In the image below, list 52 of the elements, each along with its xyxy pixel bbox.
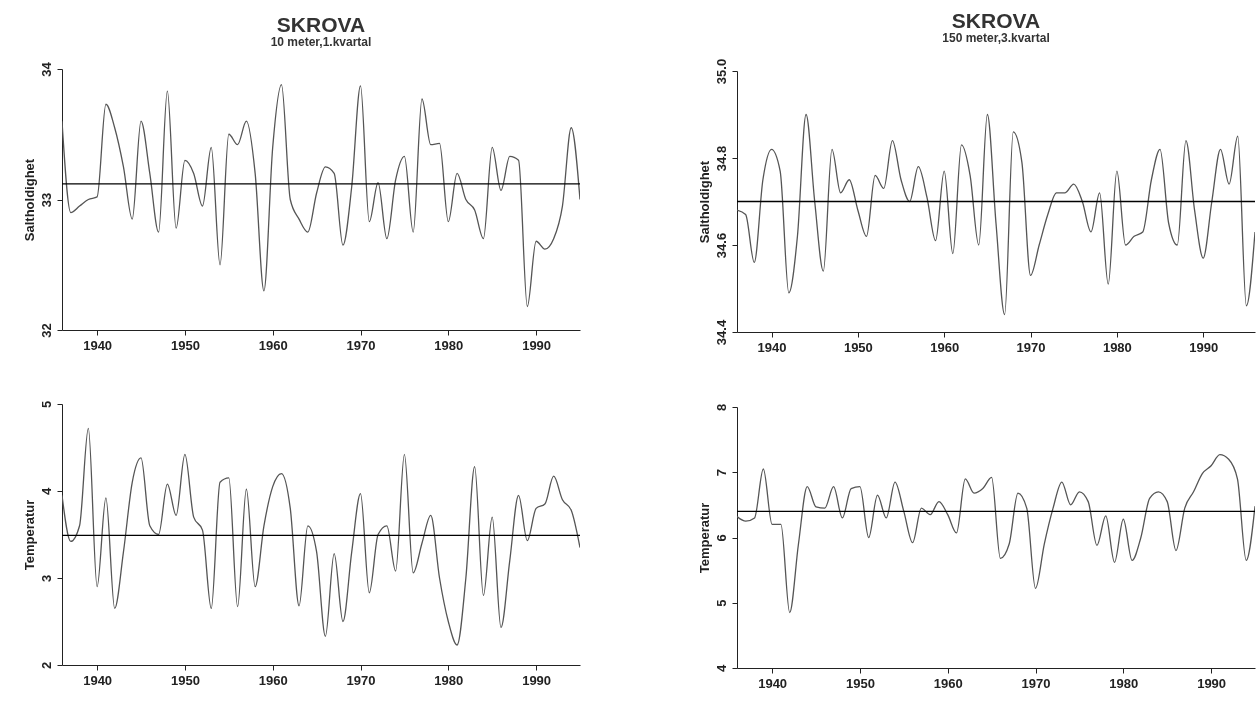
- x-tick-label: 1940: [757, 339, 787, 355]
- x-tick-label: 1970: [1021, 675, 1051, 691]
- x-tick-label: 1950: [170, 337, 200, 353]
- x-tick-label: 1970: [346, 672, 376, 688]
- y-tick-label: 34.8: [713, 145, 729, 172]
- y-tick-label: 34: [38, 61, 54, 77]
- x-tick-label: 1990: [1197, 675, 1227, 691]
- y-tick-label: 5: [38, 400, 54, 409]
- line-series: [737, 113, 1255, 316]
- x-tick-label: 1950: [170, 672, 200, 688]
- x-tick-label: 1950: [843, 339, 873, 355]
- chart-subtitle: 150 meter,3.kvartal: [942, 31, 1050, 46]
- y-tick-label: 6: [713, 534, 729, 542]
- y-tick-label: 32: [38, 323, 54, 338]
- y-axis-title: Saltholdighet: [696, 160, 712, 244]
- y-tick-label: 3: [38, 574, 54, 583]
- chart-title: SKROVA: [276, 12, 366, 36]
- line-series: [737, 453, 1255, 614]
- line-series: [62, 427, 580, 646]
- line-series: [62, 84, 580, 308]
- x-tick-label: 1960: [258, 337, 288, 353]
- x-tick-label: 1980: [1102, 339, 1132, 355]
- x-tick-label: 1970: [1016, 339, 1046, 355]
- y-tick-label: 34.6: [713, 232, 729, 259]
- x-tick-label: 1940: [83, 337, 113, 353]
- y-tick-label: 2: [38, 661, 54, 670]
- x-tick-label: 1940: [758, 675, 788, 691]
- chart-title: SKROVA: [951, 9, 1041, 33]
- y-tick-label: 33: [38, 192, 54, 208]
- chart-subtitle: 10 meter,1.kvartal: [270, 34, 372, 49]
- x-tick-label: 1990: [1189, 339, 1219, 355]
- x-tick-label: 1990: [522, 672, 552, 688]
- x-tick-label: 1940: [83, 672, 113, 688]
- y-tick-label: 8: [713, 403, 729, 412]
- y-tick-label: 4: [38, 487, 54, 496]
- x-tick-label: 1960: [258, 672, 288, 688]
- x-tick-label: 1960: [930, 339, 960, 355]
- x-tick-label: 1980: [1109, 675, 1139, 691]
- x-tick-label: 1960: [933, 675, 963, 691]
- y-axis-title: Temperatur: [21, 499, 37, 571]
- y-axis-title: Saltholdighet: [21, 158, 37, 242]
- y-tick-label: 7: [713, 469, 729, 477]
- x-tick-label: 1970: [346, 337, 376, 353]
- x-tick-label: 1990: [522, 337, 552, 353]
- x-tick-label: 1950: [845, 675, 875, 691]
- y-tick-label: 4: [713, 664, 729, 673]
- y-tick-label: 34.4: [713, 319, 729, 346]
- y-tick-label: 5: [713, 599, 729, 607]
- x-tick-label: 1980: [434, 337, 464, 353]
- y-axis-title: Temperatur: [696, 502, 712, 574]
- y-tick-label: 35.0: [713, 58, 729, 85]
- x-tick-label: 1980: [434, 672, 464, 688]
